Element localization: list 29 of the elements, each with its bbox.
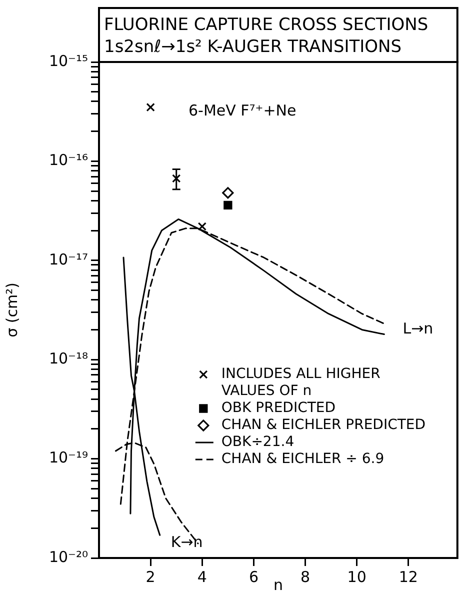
point [224, 200, 232, 210]
y-tick-label: 10⁻¹⁶ [48, 151, 88, 170]
chart-title: FLUORINE CAPTURE CROSS SECTIONS [104, 15, 428, 35]
chart-subtitle: 1s2snℓ→1s² K-AUGER TRANSITIONS [104, 37, 402, 57]
legend-label: OBK PREDICTED [221, 400, 336, 416]
legend-label: CHAN & EICHLER ÷ 6.9 [221, 451, 384, 468]
x-tick-label: 4 [197, 568, 207, 586]
legend-label: OBK÷21.4 [221, 434, 294, 450]
y-tick-label: 10⁻¹⁹ [48, 448, 88, 467]
y-tick-label: 10⁻¹⁷ [48, 250, 88, 268]
y-tick-label: 10⁻¹⁵ [48, 52, 88, 70]
x-tick-label: 10 [347, 568, 366, 586]
annotation: L→n [402, 320, 434, 338]
y-tick-label: 10⁻¹⁸ [48, 349, 88, 368]
x-tick-label: 12 [398, 568, 418, 586]
x-tick-label: 6 [248, 568, 258, 586]
point [172, 174, 181, 183]
annotation: 6-MeV F⁷⁺+Ne [188, 101, 296, 120]
point [198, 222, 206, 231]
x-axis-title: n [273, 576, 283, 594]
y-axis-title: σ (cm²) [2, 282, 21, 338]
x-tick-label: 2 [146, 568, 156, 586]
point [222, 187, 234, 199]
point [146, 102, 155, 112]
y-tick-label: 10⁻²⁰ [48, 548, 88, 566]
legend-label: INCLUDES ALL HIGHER VALUES OF n [221, 366, 381, 400]
annotation: K→n [170, 533, 203, 552]
x-tick-label: 8 [300, 568, 310, 586]
legend-label: CHAN & EICHLER PREDICTED [221, 417, 426, 434]
